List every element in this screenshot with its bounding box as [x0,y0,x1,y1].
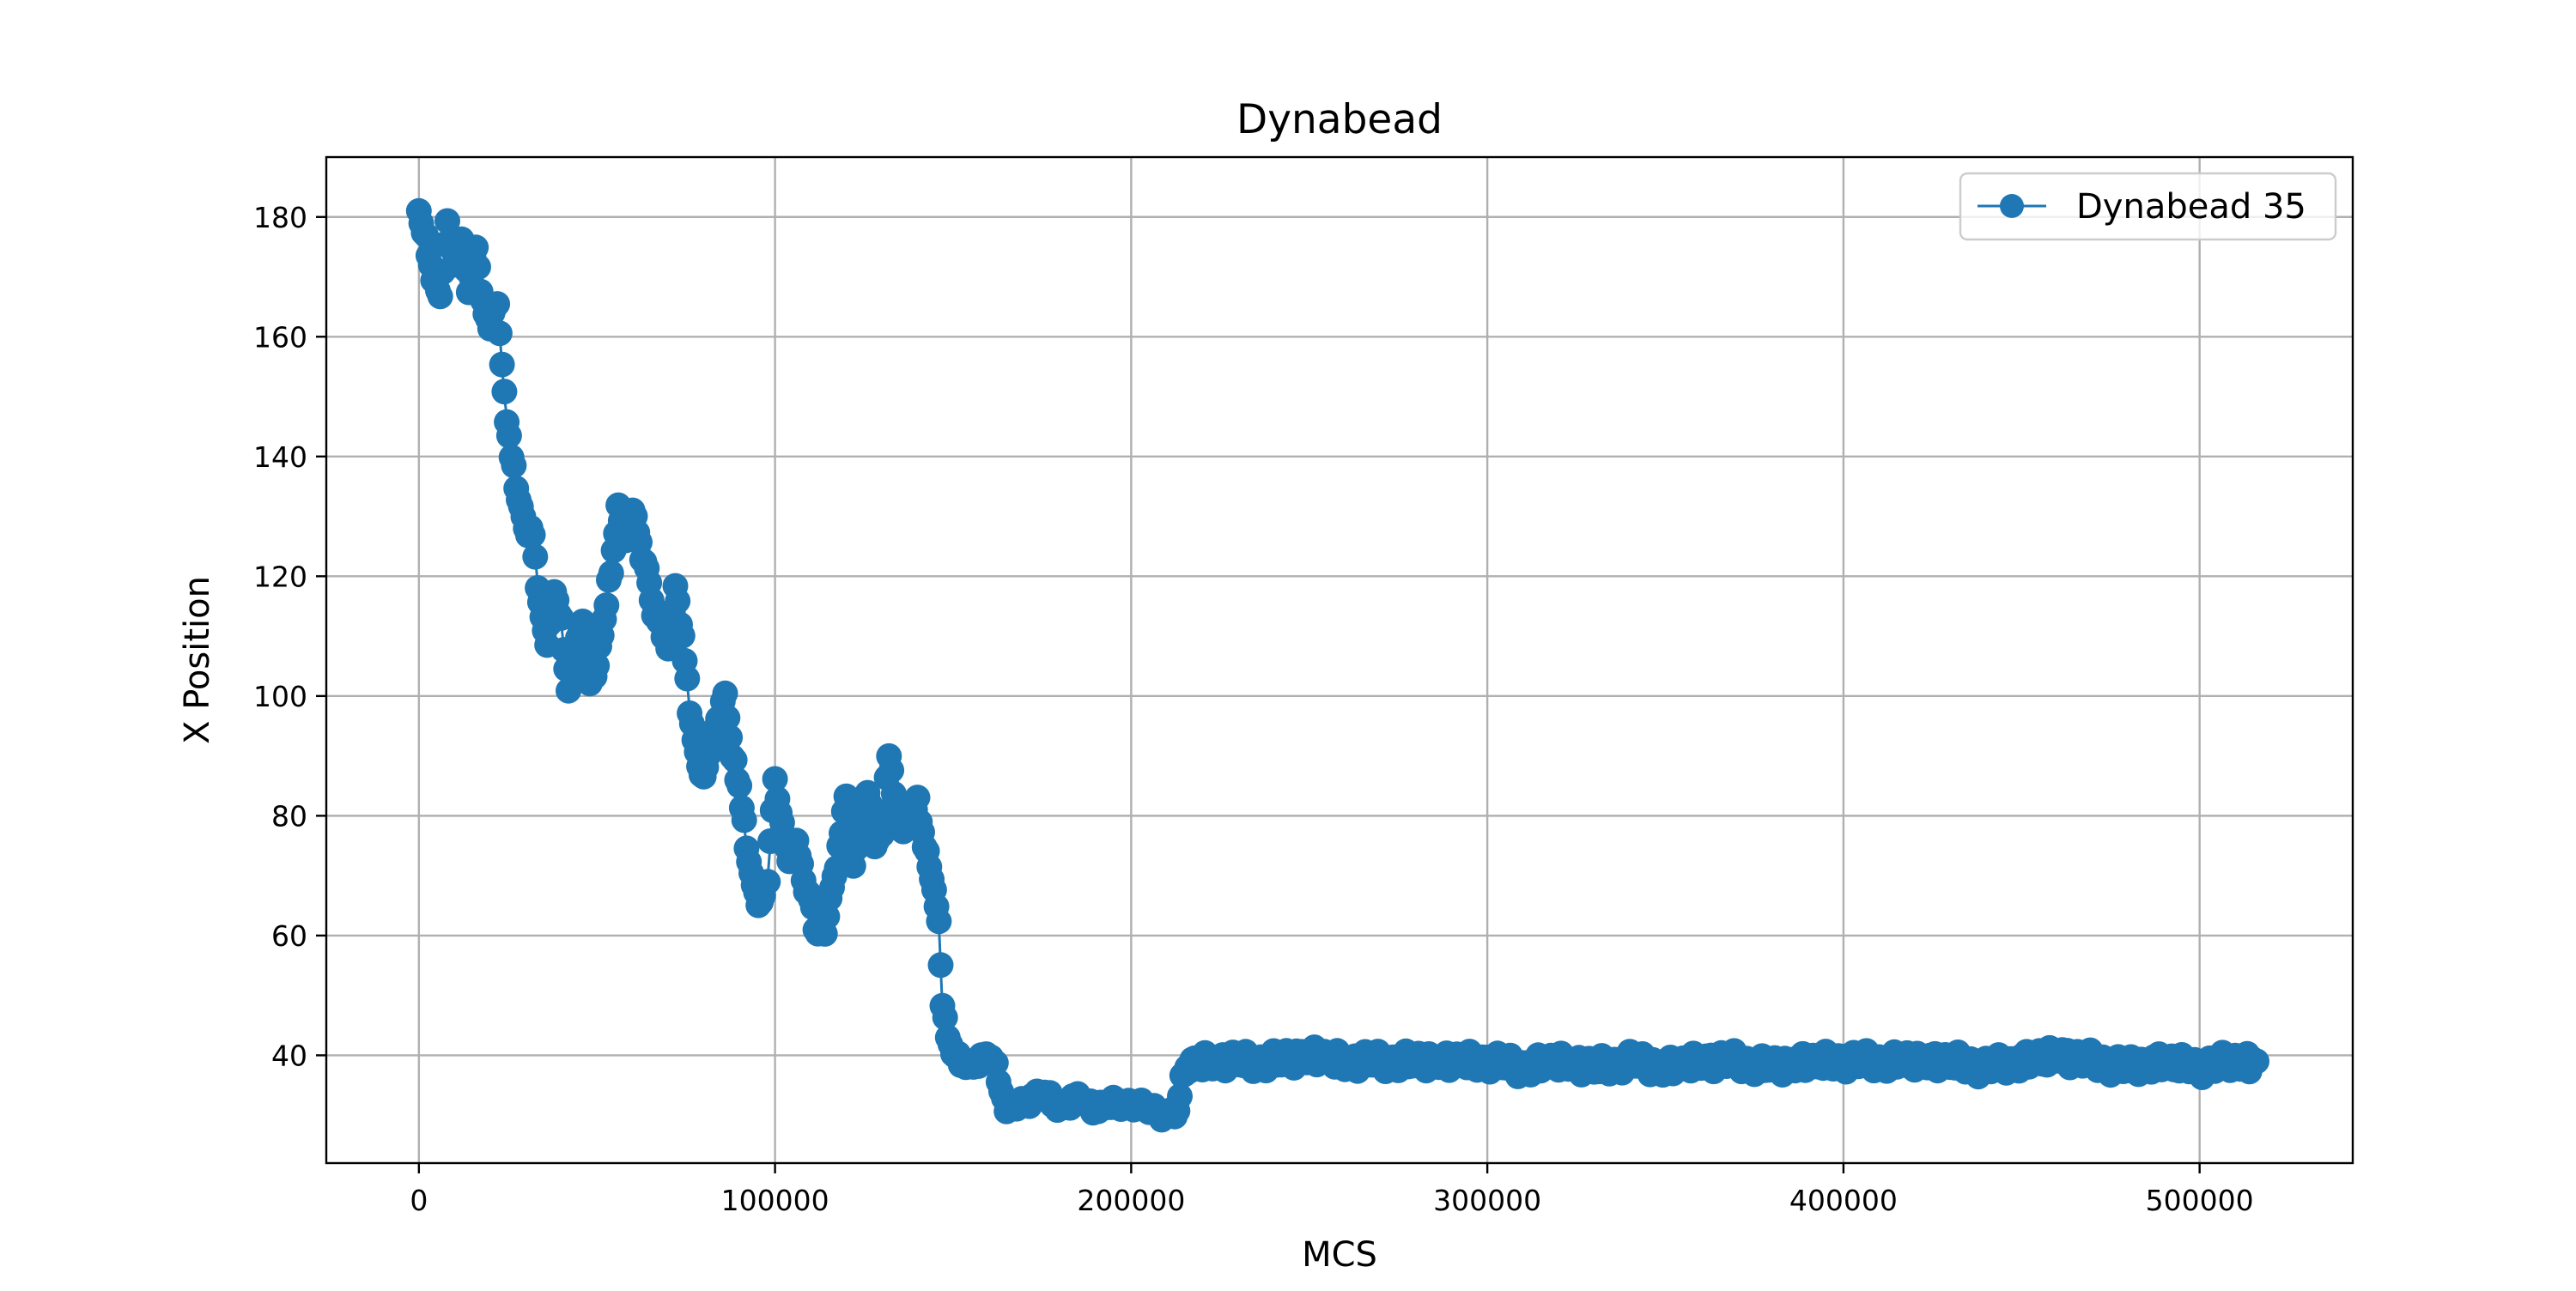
data-point [714,705,741,731]
data-point [726,773,753,799]
data-point [721,747,748,773]
data-point [932,1004,958,1031]
data-point [731,807,757,833]
data-point [762,766,788,792]
data-point [465,254,491,280]
data-point [869,821,895,848]
y-tick-label: 160 [253,320,307,354]
x-tick-label: 200000 [1077,1184,1185,1217]
data-point [927,952,954,979]
legend-marker-swatch [2000,194,2024,218]
y-tick-label: 60 [271,919,307,953]
x-axis-label: MCS [1302,1235,1377,1275]
data-point [522,543,549,570]
y-axis-label: X Position [178,576,217,744]
data-point [584,652,611,679]
data-point [2244,1048,2269,1075]
data-point [593,592,620,619]
data-point [569,609,596,634]
legend-box [1959,172,2337,241]
y-tick-label: 120 [253,560,307,593]
data-point [1167,1083,1193,1110]
y-tick-label: 100 [253,680,307,713]
legend: Dynabead 35 [1959,172,2337,241]
data-point [926,908,952,935]
series-markers [405,197,2269,1133]
data-point [463,234,489,261]
chart-title: Dynabead [1236,96,1443,143]
data-point [434,208,460,234]
ticks: 0 100000 200000 300000 400000 500000 40 60 80 100… [253,201,2254,1217]
data-point [486,320,513,347]
data-point [717,724,744,751]
data-point [712,680,738,706]
data-point [982,1050,1009,1076]
x-tick-label: 300000 [1433,1184,1541,1217]
data-point [598,560,624,586]
y-tick-label: 140 [253,440,307,474]
x-tick-label: 500000 [2146,1184,2254,1217]
x-tick-label: 100000 [721,1184,829,1217]
data-point [697,736,724,763]
data-point [495,422,522,449]
data-point [755,869,781,895]
data-point [665,588,691,615]
x-tick-label: 0 [410,1184,428,1217]
data-point [491,379,518,405]
y-tick-label: 80 [271,799,307,833]
data-point [674,665,701,692]
data-point [427,283,453,310]
data-point [669,622,696,649]
series-layer [405,197,2269,1133]
x-tick-label: 400000 [1789,1184,1898,1217]
data-point [501,452,527,479]
data-point [484,291,511,318]
y-tick-label: 40 [271,1039,307,1072]
data-point [489,351,515,378]
y-tick-label: 180 [253,201,307,234]
data-point [519,522,546,548]
plot-frame [325,155,2354,1165]
data-point [548,604,574,631]
legend-label: Dynabead 35 [2076,187,2306,227]
data-point [904,785,931,811]
data-point [878,757,905,784]
